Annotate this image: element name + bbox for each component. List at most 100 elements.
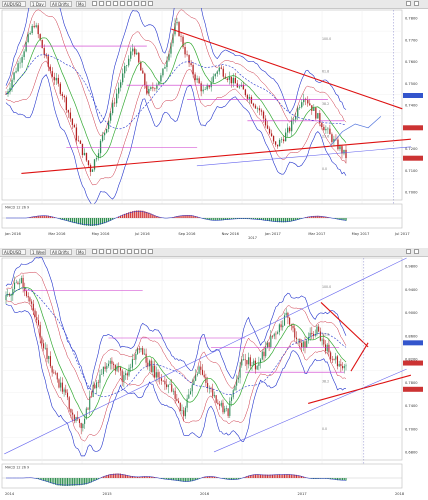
macd-histogram-bar bbox=[301, 476, 303, 478]
candle-body bbox=[80, 422, 82, 429]
window-close-icon[interactable] bbox=[414, 1, 419, 6]
zoom-out-icon[interactable] bbox=[134, 1, 139, 6]
candle-body bbox=[170, 43, 172, 54]
price-chart-top[interactable]: 0.78000.77000.76000.75000.74000.73000.72… bbox=[0, 8, 428, 240]
candle-body bbox=[116, 366, 118, 371]
candle-body bbox=[29, 297, 31, 302]
window-min-icon[interactable] bbox=[406, 1, 411, 6]
fib-tool-icon[interactable] bbox=[113, 1, 118, 6]
macd-histogram-bar bbox=[213, 476, 215, 478]
indicator-select[interactable]: All Drifts bbox=[50, 1, 72, 7]
candle-body bbox=[57, 77, 59, 84]
settings-icon[interactable] bbox=[141, 249, 146, 254]
candle-body bbox=[63, 96, 65, 98]
text-tool-icon[interactable] bbox=[120, 249, 125, 254]
candle-body bbox=[180, 36, 182, 37]
macd-histogram-bar bbox=[268, 474, 270, 478]
fib-level-label: 61.8 bbox=[322, 332, 329, 336]
price-tick-label: 0.7700 bbox=[405, 38, 418, 42]
macd-histogram-bar bbox=[330, 478, 332, 480]
macd-histogram-bar bbox=[282, 218, 285, 223]
zoom-in-icon[interactable] bbox=[127, 249, 132, 254]
candle-body bbox=[22, 277, 24, 288]
macd-histogram-bar bbox=[236, 218, 239, 219]
crosshair-icon[interactable] bbox=[99, 249, 104, 254]
settings-icon[interactable] bbox=[141, 1, 146, 6]
price-tick-label: 0.7100 bbox=[405, 169, 418, 173]
macd-histogram-bar bbox=[327, 217, 329, 218]
candle-body bbox=[142, 70, 144, 74]
candle-body bbox=[120, 82, 122, 88]
macd-histogram-bar bbox=[137, 476, 139, 478]
time-tick-label: 2016 bbox=[200, 492, 210, 496]
candle-body bbox=[220, 402, 222, 406]
candle-body bbox=[66, 392, 69, 398]
zoom-out-icon[interactable] bbox=[134, 249, 139, 254]
zoom-in-icon[interactable] bbox=[127, 1, 132, 6]
candle-body bbox=[319, 331, 321, 341]
save-icon[interactable] bbox=[148, 1, 153, 6]
candle-body bbox=[262, 111, 265, 119]
macd-histogram-bar bbox=[84, 478, 86, 485]
candle-body bbox=[309, 332, 311, 338]
candle-body bbox=[224, 408, 226, 413]
macd-histogram-bar bbox=[194, 216, 196, 218]
window-min-icon[interactable] bbox=[406, 249, 411, 254]
candle-body bbox=[15, 282, 17, 284]
trendline-tool-icon[interactable] bbox=[106, 1, 111, 6]
candle-body bbox=[184, 407, 186, 417]
candle-body bbox=[327, 128, 329, 130]
symbol-select[interactable]: AUDUSD bbox=[2, 1, 26, 7]
candle-body bbox=[268, 342, 270, 348]
moving-average-slow bbox=[5, 287, 347, 397]
timeframe-select[interactable]: 1 Day bbox=[30, 1, 46, 7]
macd-histogram-bar bbox=[268, 218, 271, 222]
time-tick-label: Jul 2016 bbox=[134, 232, 150, 236]
macd-histogram-bar bbox=[83, 218, 86, 226]
macd-histogram-bar bbox=[152, 476, 154, 478]
symbol-select[interactable]: AUDUSD bbox=[2, 249, 26, 255]
candle-body bbox=[303, 98, 305, 103]
fib-tool-icon[interactable] bbox=[113, 249, 118, 254]
macd-histogram-bar bbox=[51, 478, 53, 484]
candle-body bbox=[317, 113, 319, 119]
price-tick-label: 0.7400 bbox=[405, 404, 418, 408]
text-tool-icon[interactable] bbox=[120, 1, 125, 6]
extra-select[interactable]: Mo bbox=[76, 1, 86, 7]
macd-histogram-bar bbox=[75, 218, 78, 224]
candle-body bbox=[124, 66, 126, 74]
indicator-select[interactable]: All Drifts bbox=[50, 249, 72, 255]
macd-histogram-bar bbox=[114, 473, 116, 478]
candle-body bbox=[140, 348, 142, 350]
cursor-icon[interactable] bbox=[92, 249, 97, 254]
extra-select[interactable]: Mo bbox=[76, 249, 86, 255]
candle-body bbox=[297, 338, 299, 340]
macd-histogram-bar bbox=[119, 473, 122, 478]
candle-body bbox=[46, 347, 48, 359]
trendline-tool-icon[interactable] bbox=[106, 249, 111, 254]
candle-body bbox=[198, 78, 200, 84]
window-close-icon[interactable] bbox=[414, 249, 419, 254]
candle-body bbox=[61, 382, 63, 392]
macd-histogram-bar bbox=[51, 216, 53, 218]
price-chart-bottom[interactable]: 0.9800 0.9400 0.9000 0.8600 0.8200 0.7800 0.74… bbox=[0, 256, 428, 500]
macd-histogram-bar bbox=[89, 218, 92, 226]
candle-body bbox=[128, 58, 130, 66]
crosshair-icon[interactable] bbox=[99, 1, 104, 6]
candle-body bbox=[184, 47, 186, 55]
candle-body bbox=[169, 384, 171, 385]
candle-body bbox=[171, 384, 173, 392]
candle-body bbox=[13, 282, 16, 290]
macd-histogram-bar bbox=[260, 474, 262, 478]
candle-body bbox=[321, 339, 323, 341]
candle-body bbox=[340, 363, 342, 367]
macd-histogram-bar bbox=[35, 216, 37, 218]
save-icon[interactable] bbox=[148, 249, 153, 254]
candle-body bbox=[166, 384, 168, 388]
cursor-icon[interactable] bbox=[92, 1, 97, 6]
candle-body bbox=[53, 76, 55, 81]
chart-panel-top: AUDUSD 1 Day All Drifts Mo 0.7800 0.7700 0… bbox=[0, 0, 428, 240]
timeframe-select[interactable]: 1 Week bbox=[30, 249, 46, 255]
macd-histogram-bar bbox=[260, 218, 263, 221]
price-tag bbox=[403, 386, 423, 392]
